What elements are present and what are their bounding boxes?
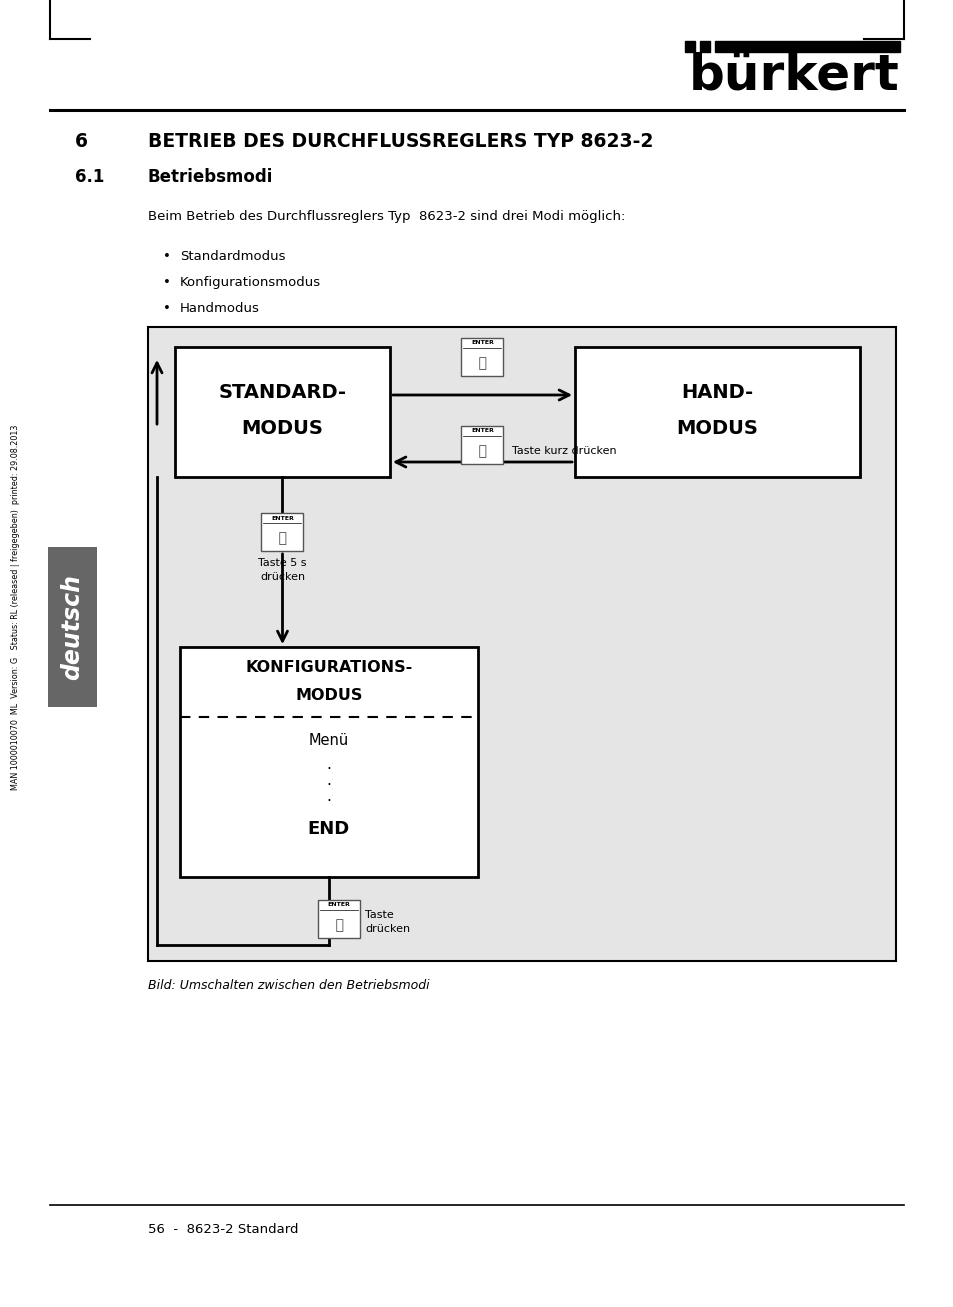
Text: 6: 6 (75, 132, 88, 152)
Text: ENTER: ENTER (271, 515, 294, 520)
Text: Taste 5 s: Taste 5 s (258, 558, 307, 569)
Text: KONFIGURATIONS-: KONFIGURATIONS- (245, 660, 413, 676)
Text: STANDARD-: STANDARD- (218, 383, 346, 401)
Text: Menü: Menü (309, 733, 349, 748)
Text: .: . (326, 757, 331, 772)
Text: ✋: ✋ (278, 529, 287, 544)
Text: •: • (163, 250, 171, 263)
Text: BETRIEB DES DURCHFLUSSREGLERS TYP 8623-2: BETRIEB DES DURCHFLUSSREGLERS TYP 8623-2 (148, 132, 653, 152)
Text: HAND-: HAND- (680, 383, 753, 401)
Text: .: . (326, 789, 331, 804)
Text: ✋: ✋ (477, 443, 486, 456)
Bar (261, 514, 303, 552)
Bar (148, 327, 895, 961)
Text: ENTER: ENTER (471, 341, 494, 345)
Text: deutsch: deutsch (60, 574, 85, 680)
Text: ENTER: ENTER (327, 903, 350, 907)
Text: ✋: ✋ (335, 916, 343, 931)
Text: Standardmodus: Standardmodus (180, 250, 285, 263)
Bar (700, 41, 709, 52)
Bar (714, 41, 899, 52)
Text: ✋: ✋ (477, 354, 486, 369)
Text: MODUS: MODUS (295, 689, 362, 703)
Bar (48, 548, 97, 707)
Text: END: END (308, 819, 350, 838)
Text: MODUS: MODUS (676, 418, 758, 438)
Text: drücken: drücken (259, 572, 305, 582)
Text: Handmodus: Handmodus (180, 302, 259, 315)
Text: drücken: drücken (365, 924, 410, 935)
Text: MAN 1000010070  ML  Version: G   Status: RL (released | freigegeben)  printed: 2: MAN 1000010070 ML Version: G Status: RL … (11, 425, 20, 789)
Bar (180, 647, 477, 877)
Text: •: • (163, 276, 171, 289)
Bar (317, 901, 359, 938)
Text: ENTER: ENTER (471, 429, 494, 434)
Text: MODUS: MODUS (241, 418, 323, 438)
Bar (174, 346, 390, 477)
Text: Taste: Taste (365, 910, 394, 920)
Text: 6.1: 6.1 (75, 169, 104, 186)
Text: 56  -  8623-2 Standard: 56 - 8623-2 Standard (148, 1223, 298, 1236)
Text: Konfigurationsmodus: Konfigurationsmodus (180, 276, 321, 289)
Text: •: • (163, 302, 171, 315)
Text: .: . (326, 772, 331, 788)
Text: bürkert: bürkert (688, 51, 899, 99)
Bar (575, 346, 859, 477)
Text: Betriebsmodi: Betriebsmodi (148, 169, 274, 186)
Text: Taste kurz drücken: Taste kurz drücken (512, 446, 617, 456)
Text: Beim Betrieb des Durchflussreglers Typ  8623-2 sind drei Modi möglich:: Beim Betrieb des Durchflussreglers Typ 8… (148, 210, 625, 223)
Bar (461, 426, 503, 464)
Text: Bild: Umschalten zwischen den Betriebsmodi: Bild: Umschalten zwischen den Betriebsmo… (148, 979, 429, 992)
Bar (461, 339, 503, 376)
Bar (684, 41, 695, 52)
